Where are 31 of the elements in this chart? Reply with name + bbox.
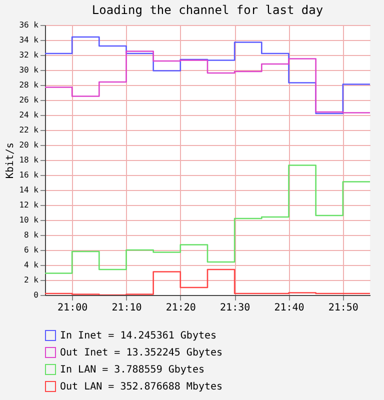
- y-tick-label: 18 k: [19, 156, 39, 164]
- y-tick-label: 16 k: [19, 170, 39, 180]
- y-tick-label: 6 k: [24, 246, 39, 254]
- y-tick-label: 14 k: [19, 186, 39, 194]
- x-tick-label: 21:30: [220, 302, 250, 314]
- y-tick-label: 8 k: [24, 230, 39, 240]
- y-tick-label: 24 k: [19, 110, 39, 120]
- y-tick-label: 32 k: [19, 50, 39, 60]
- x-tick-label: 21:00: [58, 302, 88, 314]
- y-tick-label: 22 k: [19, 126, 39, 134]
- y-tick-label: 30 k: [19, 66, 39, 74]
- x-tick-label: 21:10: [112, 302, 142, 314]
- x-tick-label: 21:50: [328, 302, 358, 314]
- legend-label: In LAN = 3.788559 Gbytes: [60, 364, 204, 376]
- y-tick-label: 28 k: [19, 80, 39, 90]
- y-tick-label: 34 k: [19, 36, 39, 44]
- y-tick-label: 26 k: [19, 96, 39, 104]
- y-tick-label: 4 k: [24, 260, 39, 270]
- x-tick-label: 21:20: [166, 302, 196, 314]
- y-tick-label: 20 k: [19, 140, 39, 150]
- x-tick-label: 21:40: [274, 302, 304, 314]
- y-tick-label: 10 k: [19, 216, 39, 224]
- legend-label: In Inet = 14.245361 Gbytes: [60, 330, 217, 342]
- y-tick-label: 12 k: [19, 200, 39, 210]
- y-tick-label: 2 k: [24, 276, 39, 284]
- y-axis-title: Kbit/s: [5, 142, 16, 179]
- chart-title: Loading the channel for last day: [92, 3, 324, 17]
- legend-label: Out Inet = 13.352245 Gbytes: [60, 348, 223, 358]
- legend-label: Out LAN = 352.876688 Mbytes: [60, 382, 223, 392]
- y-tick-label: 0: [34, 290, 39, 300]
- y-tick-label: 36 k: [19, 20, 39, 30]
